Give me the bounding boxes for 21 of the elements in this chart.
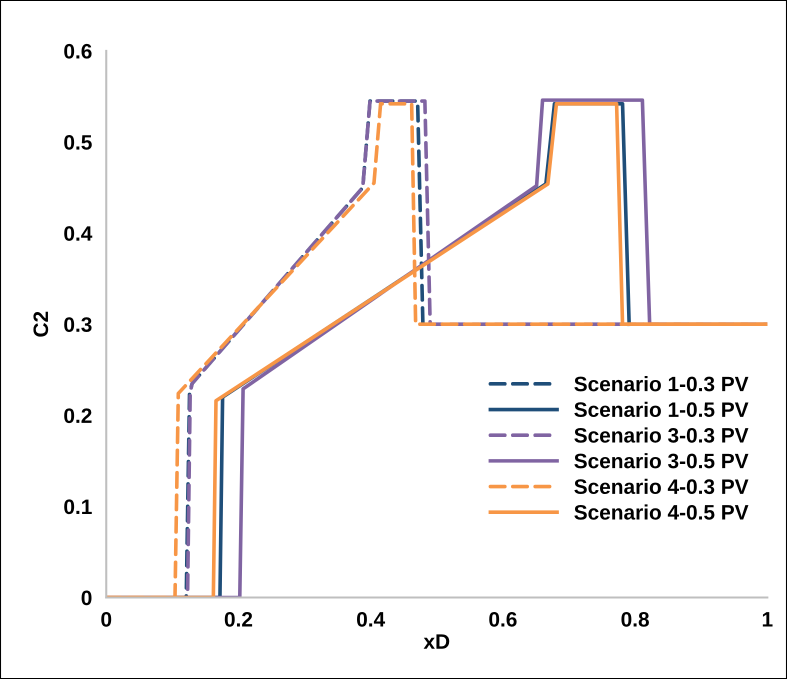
y-tick-label: 0.1 bbox=[64, 499, 92, 514]
y-tick-label: 0.3 bbox=[64, 317, 92, 332]
y-axis-title: C2 bbox=[33, 312, 48, 337]
y-tick-label: 0.4 bbox=[64, 226, 92, 241]
legend-label: Scenario 1-0.5 PV bbox=[574, 402, 748, 418]
x-tick-label: 0.8 bbox=[621, 612, 649, 627]
x-tick-label: 0.2 bbox=[224, 612, 252, 627]
legend-label: Scenario 4-0.3 PV bbox=[574, 478, 748, 494]
legend-label: Scenario 3-0.5 PV bbox=[574, 453, 748, 468]
x-tick-label: 0.6 bbox=[489, 612, 517, 627]
legend-label: Scenario 3-0.3 PV bbox=[574, 427, 748, 443]
legend-label: Scenario 1-0.3 PV bbox=[574, 376, 748, 392]
x-axis-title: xD bbox=[424, 634, 450, 649]
x-tick-label: 1 bbox=[762, 612, 773, 627]
y-tick-label: 0.2 bbox=[64, 408, 92, 424]
y-tick-label: 0 bbox=[82, 590, 92, 606]
x-tick-label: 0.4 bbox=[357, 612, 386, 627]
y-tick-label: 0.5 bbox=[64, 135, 92, 150]
y-tick-label: 0.6 bbox=[64, 44, 92, 59]
x-tick-label: 0 bbox=[101, 612, 112, 627]
legend-label: Scenario 4-0.5 PV bbox=[574, 504, 748, 520]
